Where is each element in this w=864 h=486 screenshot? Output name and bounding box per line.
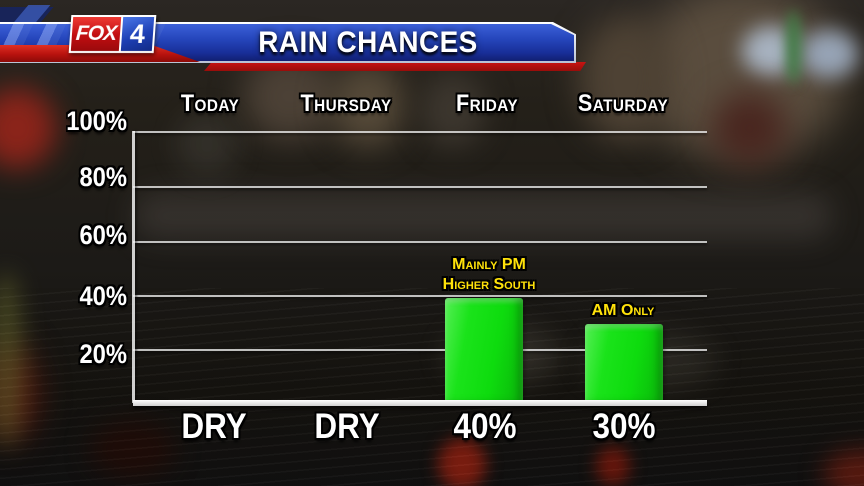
value-label-friday: 40%	[453, 407, 517, 446]
column-header-today: Today	[180, 90, 240, 117]
gridline-80	[133, 186, 707, 188]
bokeh-blob	[800, 30, 858, 78]
bokeh-blob	[133, 192, 833, 240]
bokeh-blob	[712, 92, 787, 164]
bokeh-blob	[596, 446, 630, 486]
x-axis-baseline	[133, 400, 707, 406]
water-ripples	[0, 288, 864, 486]
annotation-line: Higher South	[442, 276, 536, 293]
annotation-saturday: AM Only	[513, 301, 733, 321]
column-header-friday: Friday	[455, 90, 519, 117]
y-tick-label: 60%	[79, 220, 127, 250]
value-label-thursday: DRY	[314, 407, 380, 446]
y-tick-label: 100%	[66, 106, 127, 136]
y-axis-line	[132, 131, 135, 403]
gridline-20	[133, 349, 707, 351]
page-title: RAIN CHANCES	[258, 26, 478, 59]
y-tick-label: 20%	[79, 339, 127, 369]
annotation-line: Mainly PM	[452, 256, 526, 273]
fox4-logo: FOX 4	[68, 15, 157, 53]
value-label-today: DRY	[181, 407, 247, 446]
value-label-saturday: 30%	[592, 407, 656, 446]
column-header-saturday: Saturday	[577, 90, 669, 117]
bokeh-blob	[90, 420, 175, 478]
bokeh-blob	[176, 112, 238, 176]
annotation-line: AM Only	[591, 302, 655, 319]
bar-friday	[445, 298, 523, 403]
y-tick-label: 40%	[79, 281, 127, 311]
banner-red-underline	[204, 62, 586, 71]
bokeh-blob	[420, 72, 485, 147]
annotation-friday: Mainly PM Higher South	[379, 255, 599, 295]
fox-logo-box: FOX	[68, 15, 124, 53]
bar-saturday	[585, 324, 663, 403]
bokeh-blob	[0, 272, 22, 447]
bokeh-blob	[786, 10, 801, 84]
gridline-60	[133, 241, 707, 243]
y-tick-label: 80%	[79, 162, 127, 192]
gridline-100	[133, 131, 707, 133]
channel-4-logo-box: 4	[120, 15, 157, 53]
bokeh-blob	[438, 438, 486, 486]
bokeh-blob	[578, 16, 673, 141]
column-header-thursday: Thursday	[300, 90, 392, 117]
gridline-40	[133, 295, 707, 297]
